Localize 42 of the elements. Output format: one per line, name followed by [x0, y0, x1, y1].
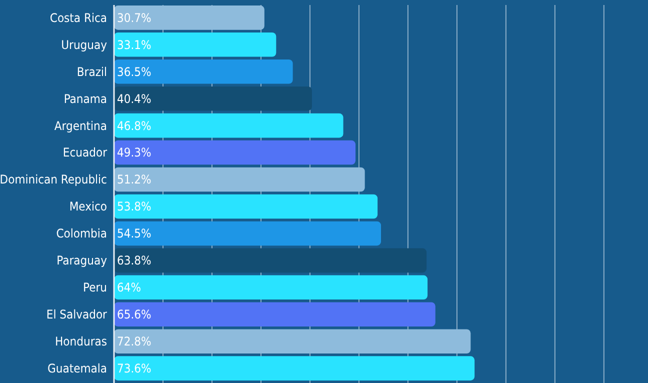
bar [114, 329, 471, 354]
y-tick-label: Dominican Republic [0, 172, 108, 187]
data-label: 63.8% [117, 254, 152, 268]
y-tick-label: Ecuador [62, 146, 108, 160]
data-label: 36.5% [117, 64, 152, 79]
data-label: 54.5% [117, 226, 152, 241]
bar [114, 59, 293, 84]
data-label: 64% [117, 280, 141, 295]
y-tick-label: El Salvador [46, 308, 108, 322]
data-label: 72.8% [117, 334, 152, 349]
data-label: 30.7% [117, 10, 152, 25]
y-tick-label: Honduras [55, 334, 108, 349]
bar [114, 140, 356, 165]
data-label: 46.8% [117, 118, 152, 133]
y-tick-label: Colombia [56, 226, 107, 241]
bar [114, 302, 436, 327]
y-tick-label: Brazil [76, 64, 107, 79]
bar [114, 248, 427, 273]
bar [114, 6, 264, 30]
data-label: 73.6% [117, 362, 152, 376]
data-label: 33.1% [117, 38, 152, 52]
bar [114, 32, 276, 57]
data-label: 51.2% [117, 172, 152, 187]
y-tick-label: Costa Rica [50, 10, 107, 25]
bar [114, 221, 381, 246]
data-label: 53.8% [117, 200, 152, 214]
bar [114, 113, 344, 138]
bar [114, 194, 378, 219]
data-label: 40.4% [117, 92, 152, 106]
y-tick-label: Uruguay [61, 38, 108, 52]
bar [114, 275, 428, 300]
y-tick-label: Peru [82, 280, 107, 295]
data-label: 49.3% [117, 146, 152, 160]
bar [114, 356, 475, 380]
data-label: 65.6% [117, 308, 152, 322]
y-tick-label: Guatemala [48, 362, 107, 376]
bar [114, 167, 365, 192]
bar [114, 86, 312, 111]
y-tick-label: Panama [64, 92, 107, 106]
y-tick-label: Argentina [54, 118, 107, 133]
y-tick-label: Paraguay [56, 254, 108, 268]
y-tick-label: Mexico [69, 200, 108, 214]
